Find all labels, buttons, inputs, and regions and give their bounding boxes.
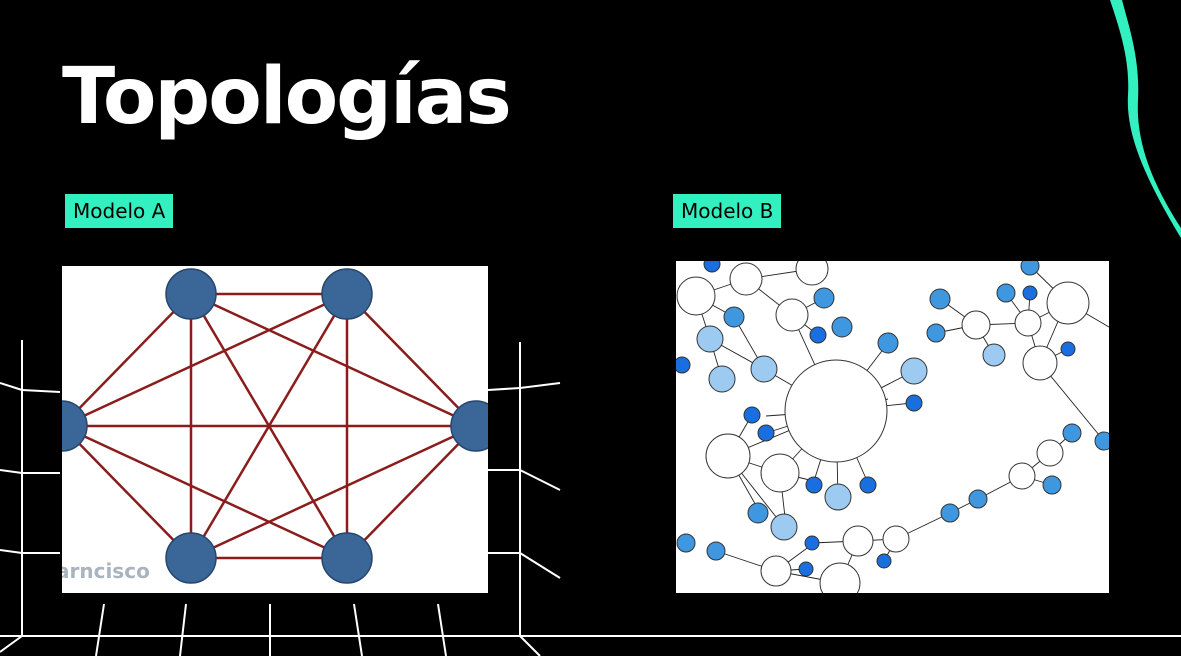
network-node xyxy=(676,356,691,374)
mesh-topology-graph xyxy=(62,268,488,584)
model-b-label: Modelo B xyxy=(673,194,782,228)
network-node xyxy=(708,365,736,393)
network-node xyxy=(729,262,763,296)
network-node xyxy=(760,453,800,493)
mesh-edge xyxy=(62,425,192,559)
network-node xyxy=(676,276,716,316)
network-node xyxy=(775,298,809,332)
network-node xyxy=(1014,309,1042,337)
mesh-edge xyxy=(346,425,477,559)
mesh-edge xyxy=(190,424,477,560)
mesh-edge xyxy=(190,292,477,428)
network-node xyxy=(798,561,814,577)
mesh-node xyxy=(321,268,373,320)
network-node xyxy=(706,541,726,561)
network-node xyxy=(961,310,991,340)
mesh-node xyxy=(450,400,488,452)
network-node xyxy=(940,503,960,523)
slide-title: Topologías xyxy=(62,52,512,142)
network-node xyxy=(982,343,1006,367)
network-node xyxy=(819,562,861,593)
network-node xyxy=(900,357,928,385)
network-node xyxy=(703,261,721,273)
network-node xyxy=(877,332,899,354)
mesh-node xyxy=(165,532,217,584)
network-node xyxy=(905,394,923,412)
network-node xyxy=(859,476,877,494)
network-hub-node xyxy=(784,359,888,463)
network-node xyxy=(795,261,829,286)
mesh-node xyxy=(62,400,88,452)
network-node xyxy=(750,355,778,383)
mesh-node xyxy=(321,532,373,584)
mesh-edge xyxy=(62,424,348,560)
model-b-network-diagram xyxy=(676,261,1109,593)
network-node xyxy=(723,306,745,328)
network-node xyxy=(1046,281,1090,325)
network-node xyxy=(1022,345,1058,381)
network-node xyxy=(1060,341,1076,357)
network-node xyxy=(1008,462,1036,490)
network-node xyxy=(805,476,823,494)
network-node xyxy=(809,326,827,344)
network-node xyxy=(876,553,892,569)
network-node xyxy=(926,323,946,343)
model-a-mesh-diagram: arncisco xyxy=(62,266,488,593)
network-node xyxy=(831,316,853,338)
network-node xyxy=(696,325,724,353)
mesh-edge xyxy=(346,293,477,427)
network-node xyxy=(842,525,874,557)
network-node xyxy=(743,406,761,424)
network-node xyxy=(676,533,696,553)
mesh-node xyxy=(165,268,217,320)
network-node xyxy=(813,287,835,309)
network-node xyxy=(804,535,820,551)
network-node xyxy=(1062,423,1082,443)
network-node xyxy=(968,489,988,509)
network-node xyxy=(1042,475,1062,495)
network-node xyxy=(747,502,769,524)
network-node xyxy=(996,283,1016,303)
network-node xyxy=(1094,431,1109,451)
watermark-text: arncisco xyxy=(62,559,150,583)
network-node xyxy=(824,483,852,511)
network-node xyxy=(1022,285,1038,301)
network-topology-graph xyxy=(676,261,1109,593)
teal-brush-stroke-icon xyxy=(1110,0,1181,238)
network-node xyxy=(760,555,792,587)
network-node xyxy=(929,288,951,310)
network-node xyxy=(757,424,775,442)
mesh-edge xyxy=(62,292,348,428)
model-a-label: Modelo A xyxy=(65,194,174,228)
network-node xyxy=(705,433,751,479)
network-node xyxy=(770,513,798,541)
network-node xyxy=(1020,261,1040,276)
mesh-edge xyxy=(62,293,192,427)
network-node xyxy=(1036,439,1064,467)
network-node xyxy=(882,525,910,553)
